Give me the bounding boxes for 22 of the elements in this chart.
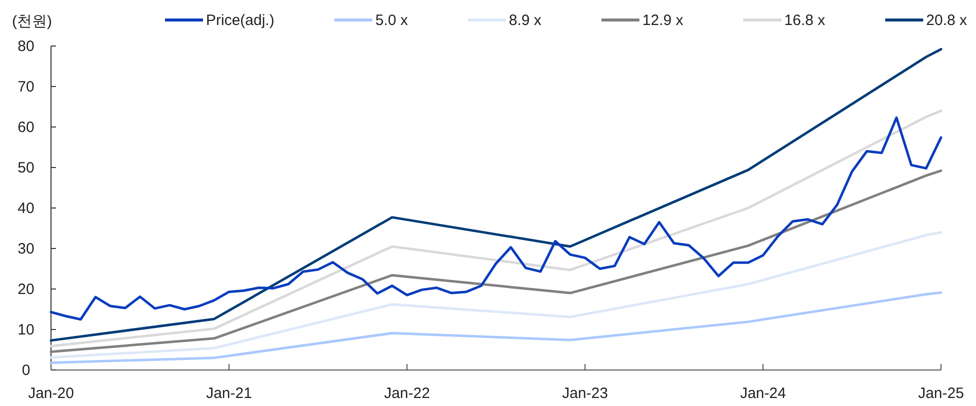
legend-label: 8.9 x: [508, 12, 542, 29]
x-tick-label: Jan-22: [384, 385, 430, 402]
y-tick-label: 0: [22, 362, 30, 379]
y-tick-label: 60: [18, 119, 34, 136]
x-tick-label: Jan-24: [740, 385, 786, 402]
y-tick-label: 40: [18, 200, 34, 217]
x-tick-label: Jan-20: [28, 385, 74, 402]
x-tick-label: Jan-23: [562, 385, 608, 402]
legend-label: 20.8 x: [926, 12, 968, 29]
y-tick-label: 20: [18, 281, 34, 298]
y-tick-label: 70: [18, 78, 34, 96]
y-tick-label: 30: [18, 240, 34, 258]
legend-label: 16.8 x: [784, 12, 826, 29]
x-tick-label: Jan-25: [918, 385, 964, 402]
y-axis-title: (천원): [12, 13, 52, 30]
legend-label: 12.9 x: [642, 12, 684, 29]
y-tick-label: 80: [18, 38, 34, 55]
legend-label: 5.0 x: [375, 12, 408, 29]
legend-label: Price(adj.): [206, 12, 274, 29]
y-tick-label: 10: [18, 322, 34, 338]
x-tick-label: Jan-21: [206, 385, 252, 402]
y-tick-label: 50: [18, 160, 34, 176]
